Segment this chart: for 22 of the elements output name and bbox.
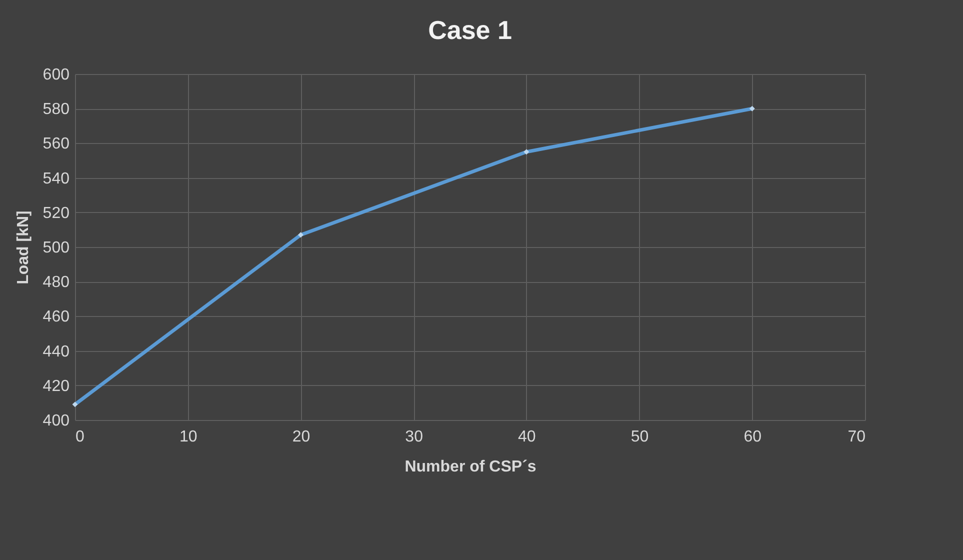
y-tick-label: 420 — [42, 378, 70, 395]
x-tick-label: 30 — [405, 428, 424, 446]
x-tick-label: 60 — [744, 428, 762, 446]
x-tick-label: 0 — [76, 428, 84, 446]
x-axis-title: Number of CSP´s — [404, 458, 536, 476]
y-tick-label: 580 — [42, 101, 70, 118]
y-tick-label: 500 — [42, 240, 70, 256]
y-axis-title: Load [kN] — [14, 210, 32, 284]
x-tick-label: 50 — [630, 428, 649, 446]
y-tick-label: 520 — [42, 204, 70, 222]
y-tick-label: 480 — [42, 274, 70, 292]
y-tick-label: 600 — [42, 66, 70, 84]
chart-title: Case 1 — [428, 15, 512, 45]
x-tick-label: 40 — [518, 428, 536, 446]
x-tick-label: 20 — [292, 428, 310, 446]
x-tick-label: 70 — [848, 428, 866, 446]
y-tick-label: 440 — [42, 343, 70, 360]
y-tick-label: 540 — [42, 170, 70, 188]
y-tick-label: 460 — [42, 308, 70, 326]
y-tick-label: 400 — [42, 412, 70, 430]
x-tick-label: 10 — [179, 428, 198, 446]
y-tick-label: 560 — [42, 136, 70, 153]
